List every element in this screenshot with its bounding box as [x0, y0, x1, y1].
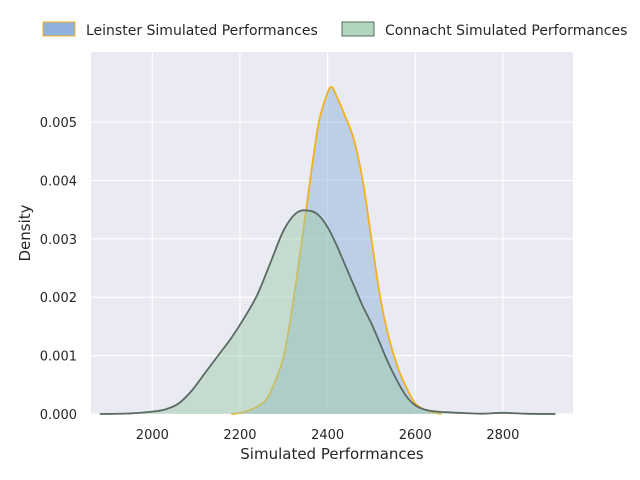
y-tick-label: 0.005 [40, 116, 77, 131]
x-axis-ticks: 2000 2200 2400 2600 2800 [136, 428, 520, 443]
y-tick-label: 0.004 [40, 174, 77, 189]
y-tick-label: 0.003 [40, 233, 77, 248]
legend-label-connacht: Connacht Simulated Performances [385, 23, 627, 39]
legend-swatch-connacht [341, 21, 375, 37]
legend-swatch-leinster [42, 21, 76, 37]
x-tick-label: 2200 [223, 428, 256, 443]
x-tick-label: 2600 [399, 428, 432, 443]
legend: Leinster Simulated Performances Connacht… [42, 21, 627, 39]
y-tick-label: 0.001 [40, 350, 77, 365]
area-fill-connacht [99, 210, 556, 414]
y-tick-label: 0.000 [40, 408, 77, 423]
y-axis-label: Density [16, 204, 34, 261]
x-tick-label: 2400 [311, 428, 344, 443]
x-axis-label: Simulated Performances [240, 445, 424, 463]
y-tick-label: 0.002 [40, 291, 77, 306]
density-areas [99, 86, 556, 415]
x-tick-label: 2000 [136, 428, 169, 443]
x-tick-label: 2800 [486, 428, 519, 443]
legend-label-leinster: Leinster Simulated Performances [86, 23, 318, 39]
density-line-connacht [99, 209, 556, 415]
y-axis-ticks: 0.000 0.001 0.002 0.003 0.004 0.005 [40, 116, 77, 423]
